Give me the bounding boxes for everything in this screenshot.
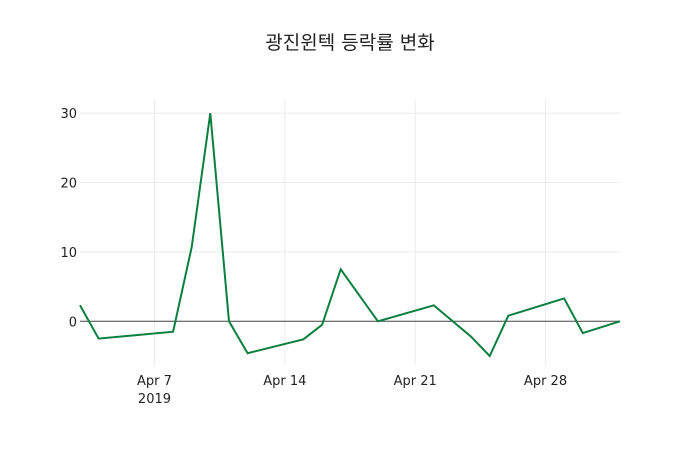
gridlines <box>80 100 620 365</box>
y-tick-label: 10 <box>60 246 77 261</box>
chart-title: 광진윈텍 등락률 변화 <box>265 32 435 54</box>
x-tick-label: Apr 21 <box>394 374 437 389</box>
y-tick-label: 0 <box>69 315 77 330</box>
y-tick-label: 30 <box>60 107 77 122</box>
x-tick-label: Apr 7 <box>137 374 172 389</box>
x-tick-label: Apr 14 <box>263 374 306 389</box>
y-tick-label: 20 <box>60 177 77 192</box>
x-tick-label: Apr 28 <box>524 374 567 389</box>
series-line <box>79 113 621 358</box>
x-axis-ticks: Apr 7 2019 Apr 14 Apr 21 Apr 28 <box>137 374 567 407</box>
x-tick-year-label: 2019 <box>138 392 171 407</box>
y-axis-ticks: 0 10 20 30 <box>60 107 77 330</box>
